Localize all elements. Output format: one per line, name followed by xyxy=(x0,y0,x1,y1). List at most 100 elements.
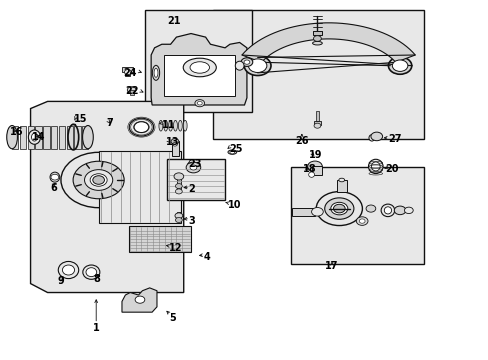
Bar xyxy=(82,126,88,149)
Circle shape xyxy=(171,139,179,144)
Bar xyxy=(20,126,26,149)
Text: 17: 17 xyxy=(325,261,338,271)
Bar xyxy=(177,212,181,221)
Circle shape xyxy=(195,100,204,107)
Text: 10: 10 xyxy=(227,200,241,210)
Bar xyxy=(129,90,134,95)
Ellipse shape xyxy=(61,152,136,208)
Text: 3: 3 xyxy=(188,216,195,226)
Bar xyxy=(312,31,321,35)
Bar xyxy=(212,10,424,139)
Text: 21: 21 xyxy=(167,16,181,26)
Ellipse shape xyxy=(368,135,374,141)
Circle shape xyxy=(333,204,345,213)
Bar xyxy=(12,126,19,149)
Text: 27: 27 xyxy=(387,134,401,144)
Polygon shape xyxy=(151,33,246,105)
Circle shape xyxy=(51,174,59,180)
Circle shape xyxy=(175,217,182,222)
Text: 2: 2 xyxy=(188,184,195,194)
Bar xyxy=(171,141,179,156)
Bar xyxy=(59,126,65,149)
Ellipse shape xyxy=(58,261,79,279)
Circle shape xyxy=(393,206,405,215)
Text: 1: 1 xyxy=(93,323,100,333)
Circle shape xyxy=(307,161,322,172)
Circle shape xyxy=(366,205,375,212)
Bar xyxy=(66,126,73,149)
Bar xyxy=(166,158,224,200)
Bar xyxy=(316,111,318,121)
Ellipse shape xyxy=(62,265,74,275)
Bar xyxy=(74,126,81,149)
Ellipse shape xyxy=(90,174,107,186)
Bar xyxy=(313,121,320,125)
Circle shape xyxy=(311,207,323,216)
Circle shape xyxy=(135,296,144,303)
Circle shape xyxy=(359,219,365,223)
Ellipse shape xyxy=(235,61,244,70)
Text: 20: 20 xyxy=(385,164,398,174)
Ellipse shape xyxy=(28,130,41,144)
Text: 12: 12 xyxy=(169,243,182,253)
Text: 4: 4 xyxy=(203,252,209,262)
Ellipse shape xyxy=(384,207,391,214)
Bar xyxy=(177,176,181,191)
Bar xyxy=(128,226,191,252)
Circle shape xyxy=(175,189,182,194)
Ellipse shape xyxy=(244,56,270,76)
Ellipse shape xyxy=(178,120,182,131)
Ellipse shape xyxy=(173,120,177,131)
Polygon shape xyxy=(30,102,183,293)
Text: 24: 24 xyxy=(123,68,136,78)
Ellipse shape xyxy=(308,172,314,177)
Text: 13: 13 xyxy=(165,138,179,148)
Circle shape xyxy=(190,165,197,170)
Ellipse shape xyxy=(163,120,167,131)
Ellipse shape xyxy=(154,68,158,77)
Circle shape xyxy=(241,58,252,66)
Bar xyxy=(290,167,424,264)
Text: 25: 25 xyxy=(228,144,242,154)
Ellipse shape xyxy=(50,172,60,182)
Text: 5: 5 xyxy=(169,312,176,323)
Bar xyxy=(99,152,181,223)
Ellipse shape xyxy=(312,41,322,45)
Text: 7: 7 xyxy=(106,118,112,128)
Ellipse shape xyxy=(168,120,172,131)
Circle shape xyxy=(175,213,183,219)
Text: 11: 11 xyxy=(162,120,175,130)
Circle shape xyxy=(175,184,182,189)
Ellipse shape xyxy=(86,268,97,276)
Ellipse shape xyxy=(183,120,187,131)
Bar xyxy=(35,126,41,149)
Bar xyxy=(43,126,49,149)
Circle shape xyxy=(186,162,201,173)
Circle shape xyxy=(197,102,202,105)
Circle shape xyxy=(93,176,104,184)
Ellipse shape xyxy=(73,161,124,199)
Ellipse shape xyxy=(7,126,18,149)
Circle shape xyxy=(127,87,136,93)
Circle shape xyxy=(313,123,320,128)
Text: 23: 23 xyxy=(188,159,202,169)
Polygon shape xyxy=(242,23,414,62)
Bar xyxy=(28,126,34,149)
Ellipse shape xyxy=(84,170,113,190)
Ellipse shape xyxy=(380,204,394,217)
Ellipse shape xyxy=(371,162,379,171)
Ellipse shape xyxy=(316,192,362,226)
Ellipse shape xyxy=(387,57,411,74)
Polygon shape xyxy=(122,288,157,312)
Text: 15: 15 xyxy=(74,114,88,124)
Ellipse shape xyxy=(190,62,209,73)
Circle shape xyxy=(172,143,177,146)
Bar xyxy=(125,71,130,76)
Text: 16: 16 xyxy=(10,127,23,137)
Bar xyxy=(51,126,57,149)
Bar xyxy=(164,55,234,96)
Circle shape xyxy=(356,217,367,225)
Ellipse shape xyxy=(152,65,159,80)
Ellipse shape xyxy=(391,60,407,71)
Circle shape xyxy=(174,173,183,180)
